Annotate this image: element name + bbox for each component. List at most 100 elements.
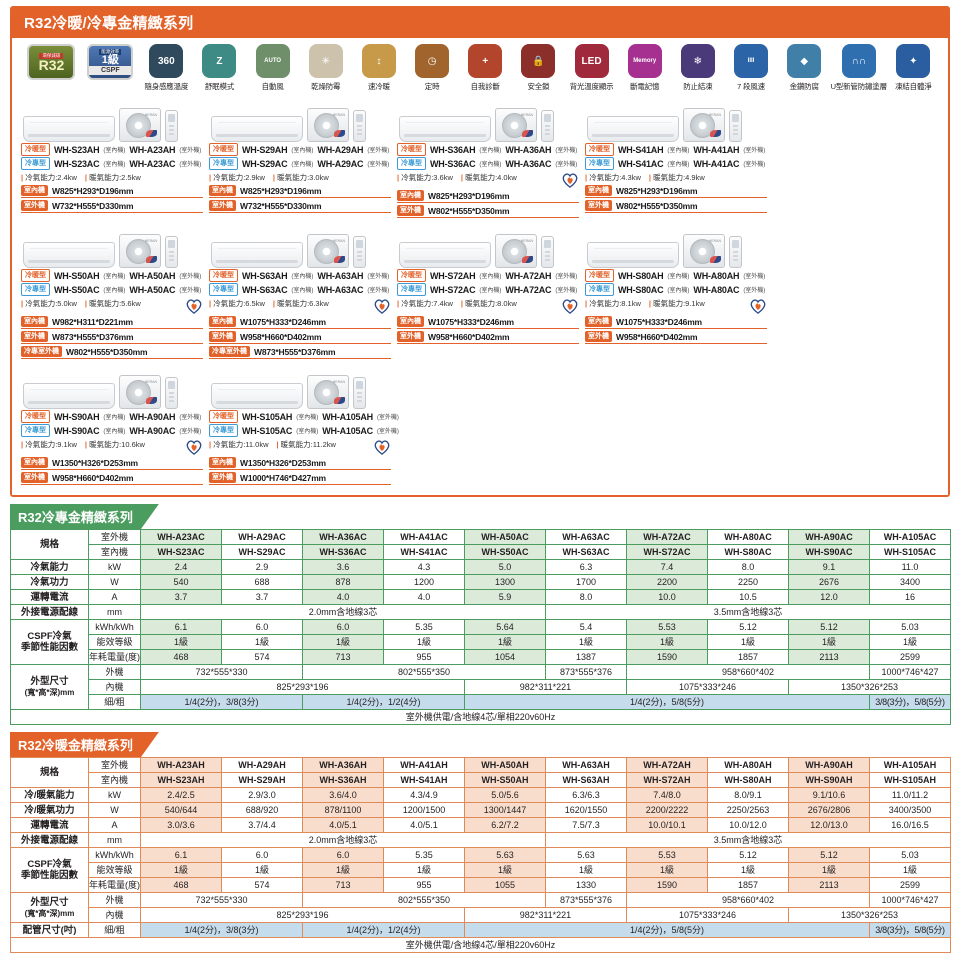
cell-value: 2.9 — [221, 559, 303, 575]
product-card[interactable]: HERAN 冷暖型 WH-S50AH (室內機) WH-A50AH (室外機) … — [18, 222, 206, 363]
cell-value: 6.2/7.2 — [464, 817, 546, 833]
cool-indoor-model: WH-S36AC — [430, 158, 476, 169]
dimension-row: 室外機 W732*H555*D330mm — [209, 200, 391, 213]
heat-outdoor-model: WH-A105AH — [322, 411, 373, 422]
product-images: HERAN — [21, 98, 203, 142]
remote-screen — [356, 240, 363, 248]
table-row: 年耗電量(度) 468 574 713 955 1055 1330 1590 1857 2113 2… — [11, 877, 951, 893]
inner-dimension: 825*293*196 — [140, 679, 465, 695]
row-unit: 能效等級 — [88, 634, 141, 650]
outdoor-suffix: (室外機) — [555, 288, 578, 294]
cool-model-line: 冷專型 WH-S36AC (室內機) WH-A36AC (室外機) — [397, 157, 579, 170]
cooling-capacity: | 冷氣能力:6.5kw — [209, 299, 265, 308]
feature-icon-strip: 環保減碳 R32 能源效率 1級 CSPF 360 隨身感應溫度 Z 舒眠模式 … — [18, 42, 942, 96]
cooling-capacity: | 冷氣能力:5.0kw — [21, 299, 77, 308]
wiring-left: 2.0mm含地線3芯 — [140, 604, 546, 620]
feature-label: 凍結自體淨 — [895, 82, 932, 91]
inner-dimension: 825*293*196 — [140, 907, 465, 923]
outdoor-suffix: (室外機) — [367, 274, 390, 280]
product-images: HERAN — [397, 98, 579, 142]
dimension-value: W825*H293*D196mm — [616, 185, 698, 196]
indoor-suffix: (室內機) — [291, 274, 314, 280]
cell-value: 1級 — [545, 862, 627, 878]
product-card[interactable]: HERAN 冷暖型 WH-S23AH (室內機) WH-A23AH (室外機) … — [18, 96, 206, 222]
indoor-model-header: WH-S41AH — [383, 772, 465, 788]
dimension-label: 室內機 — [209, 457, 236, 468]
remote-control-image — [353, 377, 366, 409]
cell-value: 4.3/4.9 — [383, 787, 465, 803]
outdoor-unit-image: HERAN — [119, 375, 161, 409]
cool-type-tag: 冷專型 — [21, 424, 50, 437]
product-card[interactable]: HERAN 冷暖型 WH-S72AH (室內機) WH-A72AH (室外機) … — [394, 222, 582, 363]
dimension-row: 室外機 W958*H660*D402mm — [585, 331, 767, 344]
indoor-model-header: WH-S36AH — [302, 772, 384, 788]
outdoor-model-header: WH-A23AH — [140, 757, 222, 773]
cell-value: 1級 — [140, 634, 222, 650]
row-label-wiring: 外接電源配線 — [10, 604, 89, 620]
spec-label: 規格 — [10, 757, 89, 788]
dimension-label: 室外機 — [397, 331, 424, 342]
outer-dimension: 732*555*330 — [140, 892, 303, 908]
pipe-size-value: 1/4(2分)，1/2(4分) — [302, 922, 465, 938]
dimension-value: W802*H555*D350mm — [428, 205, 510, 216]
cell-value: 5.63 — [464, 847, 546, 863]
product-card[interactable]: HERAN 冷暖型 WH-S36AH (室內機) WH-A36AH (室外機) … — [394, 96, 582, 222]
outer-dimension: 1000*746*427 — [869, 892, 951, 908]
product-card[interactable]: HERAN 冷暖型 WH-S41AH (室內機) WH-A41AH (室外機) … — [582, 96, 770, 222]
heat-indoor-model: WH-S63AH — [242, 270, 288, 281]
remote-button — [545, 255, 550, 257]
cell-value: 5.63 — [545, 847, 627, 863]
product-card[interactable]: HERAN 冷暖型 WH-S105AH (室內機) WH-A105AH (室外機… — [206, 363, 399, 489]
outdoor-suffix: (室外機) — [555, 274, 578, 280]
indoor-suffix: (室內機) — [479, 288, 502, 294]
outdoor-unit-image: HERAN — [119, 108, 161, 142]
product-images: HERAN — [585, 224, 767, 268]
swoosh-icon — [522, 130, 533, 137]
remote-button — [357, 251, 362, 253]
u-tube-icon: ∩∩ — [841, 44, 876, 78]
cspf-badge-sub: CSPF — [89, 66, 132, 75]
product-card[interactable]: HERAN 冷暖型 WH-S63AH (室內機) WH-A63AH (室外機) … — [206, 222, 394, 363]
indoor-model-header: WH-S63AC — [545, 544, 627, 560]
cell-value: 3400 — [869, 574, 951, 590]
product-card[interactable]: HERAN 冷暖型 WH-S80AH (室內機) WH-A80AH (室外機) … — [582, 222, 770, 363]
cell-value: 5.4 — [545, 619, 627, 635]
remote-screen — [356, 381, 363, 389]
indoor-unit-image — [23, 383, 115, 409]
cool-model-line: 冷專型 WH-S105AC (室內機) WH-A105AC (室外機) — [209, 424, 399, 437]
dimension-row: 室外機 W873*H555*D376mm — [21, 331, 203, 344]
heat-outdoor-model: WH-A63AH — [317, 270, 364, 281]
remote-button — [169, 125, 174, 127]
brand-mark: HERAN — [332, 380, 345, 384]
dimension-label: 外型尺寸 (寬*高*深)mm — [10, 664, 89, 710]
inner-dimension: 1075*333*246 — [626, 679, 789, 695]
cool-indoor-model: WH-S50AC — [54, 284, 100, 295]
feature-label: 金鑽防腐 — [789, 82, 819, 91]
remote-button — [545, 125, 550, 127]
remote-button — [169, 400, 174, 402]
dimension-value: W1350*H326*D253mm — [52, 457, 138, 468]
outer-dimension: 873*555*376 — [545, 892, 627, 908]
cell-value: 574 — [221, 649, 303, 665]
cell-value: 5.9 — [464, 589, 546, 605]
cell-value: 1700 — [545, 574, 627, 590]
table-row: 外接電源配線 mm 2.0mm含地線3芯 3.5mm含地線3芯 — [10, 832, 951, 848]
pipe-size-value: 3/8(3分)，5/8(5分) — [869, 922, 951, 938]
row-label: 冷/暖氣能力 — [10, 787, 89, 803]
product-card[interactable]: HERAN 冷暖型 WH-S90AH (室內機) WH-A90AH (室外機) … — [18, 363, 206, 489]
outdoor-suffix: (室外機) — [179, 148, 202, 154]
outdoor-model-header: WH-A63AC — [545, 529, 627, 545]
cell-value: 10.0 — [626, 589, 708, 605]
product-card[interactable]: HERAN 冷暖型 WH-S29AH (室內機) WH-A29AH (室外機) … — [206, 96, 394, 222]
cell-value: 1級 — [626, 862, 708, 878]
row-label-pipe: 細/粗 — [88, 694, 141, 710]
cool-outdoor-model: WH-A23AC — [129, 158, 176, 169]
heart-flame-icon — [185, 298, 203, 314]
remote-button — [357, 255, 362, 257]
cell-value: 1級 — [626, 634, 708, 650]
indoor-model-header: WH-S23AH — [140, 772, 222, 788]
dimension-value: W732*H555*D330mm — [52, 200, 134, 211]
gold-fin-icon: ◆ — [787, 44, 822, 78]
dimension-label: 室外機 — [209, 331, 236, 342]
dimension-row: 室外機 W958*H660*D402mm — [397, 331, 579, 344]
